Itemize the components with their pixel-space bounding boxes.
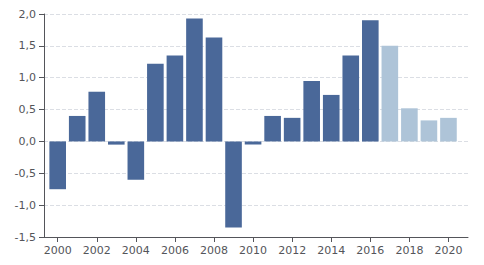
svg-text:2,0: 2,0 bbox=[19, 8, 37, 21]
svg-text:2012: 2012 bbox=[278, 244, 306, 257]
svg-text:-1,0: -1,0 bbox=[15, 199, 36, 212]
svg-text:1,5: 1,5 bbox=[19, 39, 37, 52]
svg-text:0,0: 0,0 bbox=[19, 135, 37, 148]
svg-text:2010: 2010 bbox=[239, 244, 267, 257]
svg-text:2006: 2006 bbox=[161, 244, 189, 257]
svg-text:2000: 2000 bbox=[44, 244, 72, 257]
svg-text:2020: 2020 bbox=[434, 244, 462, 257]
svg-text:2002: 2002 bbox=[83, 244, 111, 257]
svg-text:0,5: 0,5 bbox=[19, 103, 37, 116]
svg-text:2016: 2016 bbox=[356, 244, 384, 257]
svg-text:2008: 2008 bbox=[200, 244, 228, 257]
svg-text:-0,5: -0,5 bbox=[15, 167, 36, 180]
svg-text:-1,5: -1,5 bbox=[15, 231, 36, 244]
svg-text:2014: 2014 bbox=[317, 244, 345, 257]
svg-text:2004: 2004 bbox=[122, 244, 150, 257]
svg-text:1,0: 1,0 bbox=[19, 71, 37, 84]
svg-text:2018: 2018 bbox=[395, 244, 423, 257]
